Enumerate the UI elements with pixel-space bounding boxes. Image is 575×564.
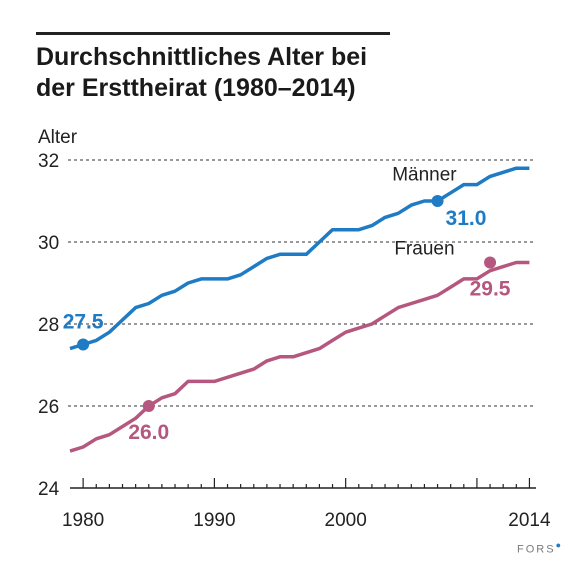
x-tick-label-1990: 1990 [193, 510, 235, 531]
series-label-männer: Männer [392, 165, 457, 186]
data-label-31.0: 31.0 [446, 207, 487, 230]
annotations: 27.5 31.0 26.0 29.5 [63, 195, 511, 444]
series-line-männer [69, 166, 530, 351]
series-label-frauen: Frauen [394, 238, 454, 259]
x-tick-label-2014: 2014 [508, 510, 551, 531]
y-tick-label-32: 32 [38, 151, 59, 172]
y-tick-label-24: 24 [38, 479, 60, 500]
chart-title: Durchschnittliches Alter bei der Erstthe… [36, 42, 556, 104]
title-line-2: der Ersttheirat (1980–2014) [36, 74, 356, 102]
x-tick-label-2000: 2000 [325, 510, 367, 531]
x-axis: 1980 1990 2000 2014 [62, 478, 551, 531]
y-axis-label: Alter [38, 127, 78, 148]
x-tick-label-1980: 1980 [62, 510, 104, 531]
y-tick-label-30: 30 [38, 233, 59, 254]
grid-lines [68, 159, 536, 407]
series-labels: Männer Frauen [392, 165, 457, 260]
data-label-26.0: 26.0 [128, 421, 169, 444]
point-marker-27.5 [77, 338, 90, 351]
logo-text: FORS [517, 544, 556, 556]
fors-logo: FORS● [517, 540, 561, 556]
data-label-29.5: 29.5 [470, 278, 511, 301]
title-rule [36, 32, 390, 35]
y-tick-label-26: 26 [38, 397, 59, 418]
logo-dot-icon: ● [555, 540, 561, 551]
title-line-1: Durchschnittliches Alter bei [36, 43, 368, 71]
data-label-27.5: 27.5 [63, 311, 104, 334]
point-marker-26.0 [142, 400, 155, 412]
y-tick-label-28: 28 [38, 315, 59, 336]
y-tick-labels: 24 26 28 30 32 [38, 151, 60, 500]
point-marker-29.5 [484, 256, 497, 269]
point-marker-31.0 [431, 195, 444, 207]
